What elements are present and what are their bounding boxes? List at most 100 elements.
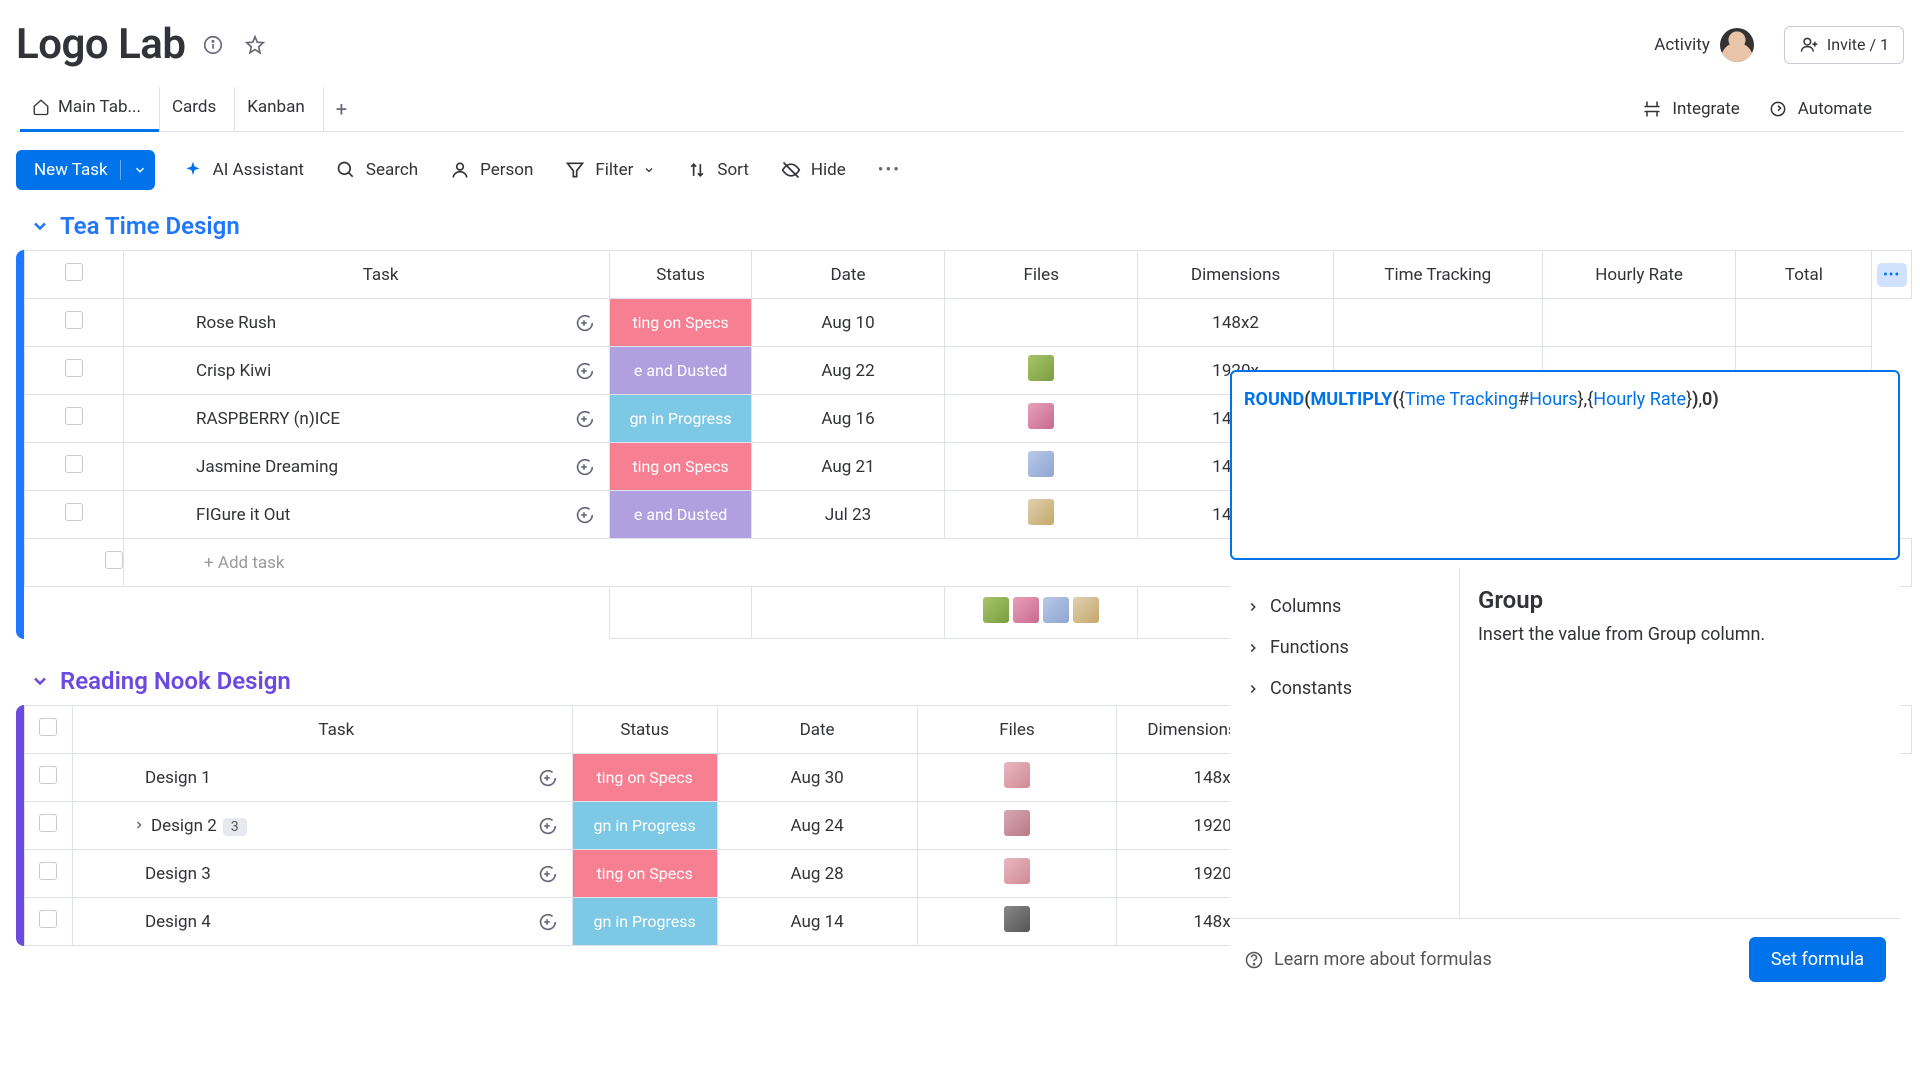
add-view-button[interactable]: + <box>324 89 359 129</box>
person-button[interactable]: Person <box>446 154 537 186</box>
select-all-checkbox[interactable] <box>65 263 83 281</box>
comment-icon[interactable] <box>536 911 558 933</box>
set-formula-button[interactable]: Set formula <box>1749 937 1886 982</box>
comment-icon[interactable] <box>536 863 558 885</box>
tab-main[interactable]: Main Tab... <box>20 87 160 131</box>
row-checkbox[interactable] <box>65 407 83 425</box>
status-cell[interactable]: gn in Progress <box>573 898 717 945</box>
file-thumb[interactable] <box>1004 762 1030 788</box>
status-cell[interactable]: e and Dusted <box>610 491 751 538</box>
status-cell[interactable]: ting on Specs <box>610 299 751 346</box>
col-date[interactable]: Date <box>751 251 944 299</box>
files-cell[interactable] <box>917 898 1117 946</box>
row-checkbox[interactable] <box>39 862 57 880</box>
group-header-tea-time[interactable]: Tea Time Design <box>16 212 1904 240</box>
status-cell[interactable]: ting on Specs <box>610 443 751 490</box>
new-task-button[interactable]: New Task <box>16 150 155 190</box>
activity-button[interactable]: Activity <box>1654 28 1754 62</box>
dimensions-cell[interactable]: 148x2 <box>1138 299 1333 347</box>
file-thumb[interactable] <box>1004 858 1030 884</box>
col-time-tracking[interactable]: Time Tracking <box>1333 251 1542 299</box>
star-icon[interactable] <box>241 31 269 59</box>
file-thumb[interactable] <box>1028 355 1054 381</box>
column-more-button[interactable]: ••• <box>1877 263 1907 287</box>
filter-button[interactable]: Filter <box>561 154 659 186</box>
status-cell[interactable]: gn in Progress <box>573 802 717 849</box>
checkbox[interactable] <box>105 551 123 569</box>
comment-icon[interactable] <box>573 408 595 430</box>
helper-columns[interactable]: Columns <box>1238 586 1451 627</box>
files-cell[interactable] <box>917 850 1117 898</box>
task-name[interactable]: Design 2 <box>151 816 217 836</box>
integrate-button[interactable]: Integrate <box>1642 99 1739 119</box>
more-toolbar-button[interactable]: ••• <box>874 154 905 186</box>
task-name[interactable]: Design 4 <box>145 912 211 932</box>
files-cell[interactable] <box>917 802 1117 850</box>
row-checkbox[interactable] <box>65 503 83 521</box>
formula-input[interactable]: ROUND(MULTIPLY({Time Tracking#Hours},{Ho… <box>1230 370 1900 560</box>
tab-kanban[interactable]: Kanban <box>235 87 323 131</box>
files-cell[interactable] <box>945 347 1138 395</box>
col-status[interactable]: Status <box>572 706 717 754</box>
files-cell[interactable] <box>917 754 1117 802</box>
col-task[interactable]: Task <box>72 706 572 754</box>
hide-button[interactable]: Hide <box>777 154 850 186</box>
comment-icon[interactable] <box>573 360 595 382</box>
helper-functions[interactable]: Functions <box>1238 627 1451 668</box>
file-thumb[interactable] <box>1028 499 1054 525</box>
comment-icon[interactable] <box>536 767 558 789</box>
date-cell[interactable]: Aug 10 <box>751 299 944 347</box>
table-row[interactable]: Rose Rush ting on Specs Aug 10 148x2 <box>25 299 1912 347</box>
col-task[interactable]: Task <box>124 251 610 299</box>
col-files[interactable]: Files <box>917 706 1117 754</box>
row-checkbox[interactable] <box>39 766 57 784</box>
status-cell[interactable]: e and Dusted <box>610 347 751 394</box>
status-cell[interactable]: ting on Specs <box>573 754 717 801</box>
file-thumb[interactable] <box>1028 403 1054 429</box>
date-cell[interactable]: Aug 28 <box>717 850 917 898</box>
col-dimensions[interactable]: Dimensions <box>1138 251 1333 299</box>
tab-cards[interactable]: Cards <box>160 87 235 131</box>
date-cell[interactable]: Jul 23 <box>751 491 944 539</box>
comment-icon[interactable] <box>573 504 595 526</box>
files-cell[interactable] <box>945 395 1138 443</box>
col-hourly-rate[interactable]: Hourly Rate <box>1542 251 1736 299</box>
task-name[interactable]: Rose Rush <box>196 313 276 333</box>
expand-icon[interactable] <box>133 819 145 831</box>
search-button[interactable]: Search <box>332 154 422 186</box>
files-cell[interactable] <box>945 491 1138 539</box>
row-checkbox[interactable] <box>39 910 57 928</box>
col-total[interactable]: Total <box>1736 251 1872 299</box>
row-checkbox[interactable] <box>65 359 83 377</box>
task-name[interactable]: Jasmine Dreaming <box>196 457 338 477</box>
date-cell[interactable]: Aug 14 <box>717 898 917 946</box>
col-files[interactable]: Files <box>945 251 1138 299</box>
helper-constants[interactable]: Constants <box>1238 668 1451 709</box>
task-name[interactable]: RASPBERRY (n)ICE <box>196 409 340 429</box>
row-checkbox[interactable] <box>65 311 83 329</box>
task-name[interactable]: Crisp Kiwi <box>196 361 271 381</box>
automate-button[interactable]: Automate <box>1768 99 1872 119</box>
col-date[interactable]: Date <box>717 706 917 754</box>
comment-icon[interactable] <box>536 815 558 837</box>
status-cell[interactable]: ting on Specs <box>573 850 717 897</box>
row-checkbox[interactable] <box>65 455 83 473</box>
info-icon[interactable] <box>199 31 227 59</box>
task-name[interactable]: Design 3 <box>145 864 211 884</box>
ai-assistant-button[interactable]: AI Assistant <box>179 154 308 186</box>
sort-button[interactable]: Sort <box>683 154 753 186</box>
file-thumb[interactable] <box>1028 451 1054 477</box>
task-name[interactable]: Design 1 <box>145 768 211 788</box>
date-cell[interactable]: Aug 21 <box>751 443 944 491</box>
task-name[interactable]: FIGure it Out <box>196 505 290 525</box>
date-cell[interactable]: Aug 30 <box>717 754 917 802</box>
learn-more-link[interactable]: Learn more about formulas <box>1244 949 1492 970</box>
file-thumb[interactable] <box>1004 810 1030 836</box>
comment-icon[interactable] <box>573 456 595 478</box>
file-thumb[interactable] <box>1004 906 1030 932</box>
files-cell[interactable] <box>945 443 1138 491</box>
date-cell[interactable]: Aug 16 <box>751 395 944 443</box>
date-cell[interactable]: Aug 22 <box>751 347 944 395</box>
row-checkbox[interactable] <box>39 814 57 832</box>
col-status[interactable]: Status <box>610 251 752 299</box>
